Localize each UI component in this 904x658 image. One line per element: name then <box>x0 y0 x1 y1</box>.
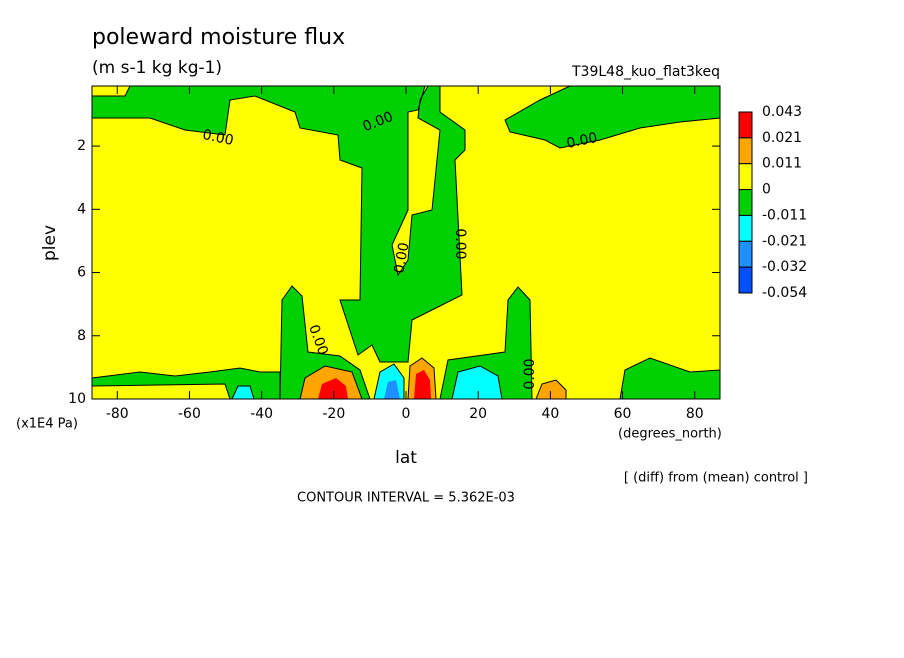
x-tick-label: -40 <box>250 406 273 422</box>
contour-fill <box>384 380 400 399</box>
contour-label: 0.00 <box>201 127 235 149</box>
y-axis-label: plev <box>40 225 60 261</box>
colorbar-label: -0.021 <box>762 233 807 249</box>
contour-fill <box>318 378 348 399</box>
colorbar-box <box>738 240 753 268</box>
colorbar-box <box>738 189 753 216</box>
contour-fill <box>91 367 281 400</box>
colorbar-box <box>738 111 753 139</box>
colorbar-label: 0.021 <box>762 130 802 146</box>
contour-fill <box>504 85 721 149</box>
x-tick-label: 0 <box>402 406 411 422</box>
colorbar-box <box>738 214 753 242</box>
contour-label: 0.00 <box>452 228 468 259</box>
y-units: (x1E4 Pa) <box>16 417 78 432</box>
colorbar-label: 0.043 <box>762 104 802 120</box>
y-tick-label: 4 <box>77 201 86 217</box>
contour-fill <box>414 370 431 399</box>
x-tick-label: 20 <box>469 406 487 422</box>
contour-interval: CONTOUR INTERVAL = 5.362E-03 <box>297 491 515 506</box>
contour-field <box>91 85 721 400</box>
colorbar-box <box>738 266 753 294</box>
y-tick-label: 2 <box>77 138 86 154</box>
y-tick-label: 6 <box>77 265 86 281</box>
colorbar-box <box>738 163 753 191</box>
y-tick-label: 10 <box>68 391 86 407</box>
x-axis-label: lat <box>395 448 417 468</box>
x-tick-label: -60 <box>178 406 201 422</box>
run-label: T39L48_kuo_flat3keq <box>571 64 720 80</box>
colorbar-label: -0.011 <box>762 207 807 223</box>
y-tick-label: 8 <box>77 328 86 344</box>
colorbar-box <box>738 137 753 165</box>
x-tick-label: 40 <box>541 406 559 422</box>
chart-title: poleward moisture flux <box>92 25 345 50</box>
contour-label: 0.00 <box>391 241 412 274</box>
colorbar-label: 0.011 <box>762 156 802 172</box>
colorbar-label: 0 <box>762 182 771 198</box>
contour-label: 0.00 <box>565 130 599 152</box>
footnote: [ (diff) from (mean) control ] <box>624 471 808 486</box>
x-units: (degrees_north) <box>618 427 722 442</box>
x-tick-label: 60 <box>614 406 632 422</box>
contour-label: 0.00 <box>522 358 538 389</box>
x-tick-label: -80 <box>106 406 129 422</box>
colorbar-label: -0.032 <box>762 259 807 275</box>
contour-fill <box>91 85 466 363</box>
x-tick-label: -20 <box>322 406 345 422</box>
colorbar-label: -0.054 <box>762 285 807 301</box>
chart-subtitle: (m s-1 kg kg-1) <box>92 58 222 78</box>
x-tick-label: 80 <box>686 406 704 422</box>
